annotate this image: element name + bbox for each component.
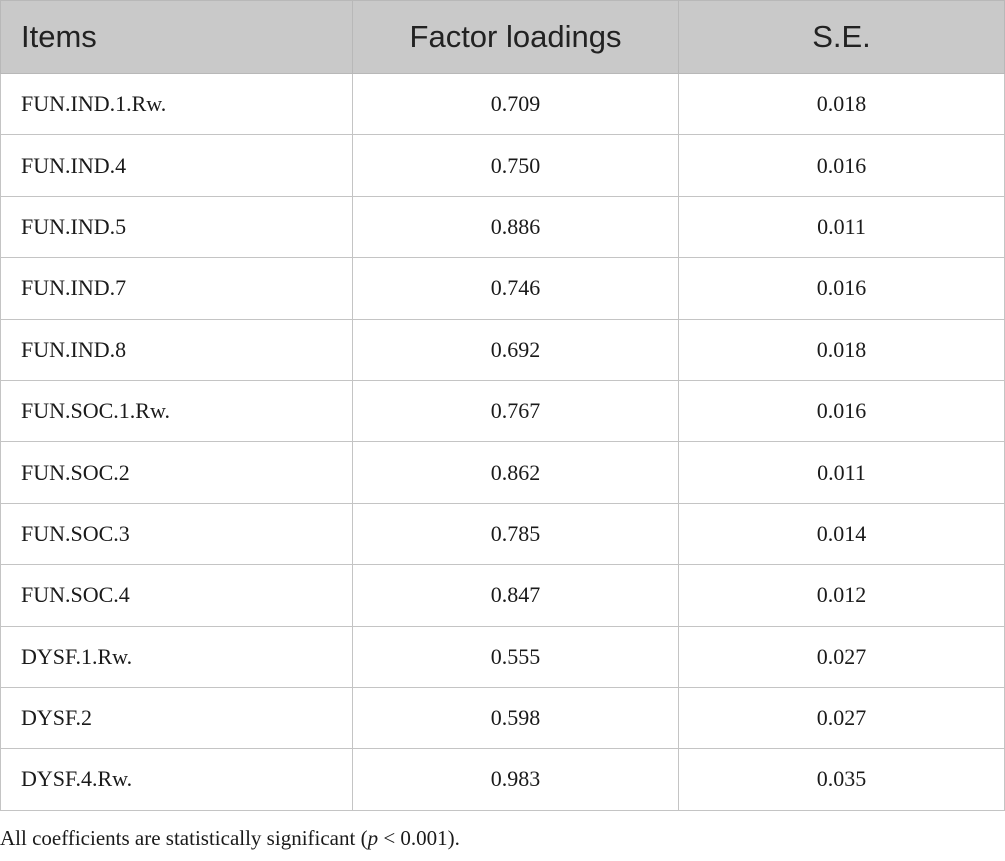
table-row: DYSF.4.Rw. 0.983 0.035 (0, 748, 1005, 811)
table-cell: 0.750 (352, 134, 679, 197)
footnote-text: < 0.001). (378, 826, 460, 850)
table-cell: 0.018 (678, 72, 1005, 136)
table-row: FUN.IND.5 0.886 0.011 (0, 195, 1005, 259)
table-cell: 0.014 (678, 502, 1005, 566)
table-cell: 0.035 (678, 748, 1005, 811)
table-cell: FUN.IND.4 (0, 134, 353, 197)
table-row: FUN.IND.1.Rw. 0.709 0.018 (0, 72, 1005, 136)
table-cell: 0.692 (352, 318, 679, 381)
table-cell: 0.016 (678, 379, 1005, 443)
table-row: FUN.SOC.4 0.847 0.012 (0, 564, 1005, 627)
table-cell: 0.598 (352, 686, 679, 750)
table-cell: 0.767 (352, 379, 679, 443)
table-cell: 0.016 (678, 134, 1005, 197)
footnote: All coefficients are statistically signi… (0, 826, 460, 851)
table-cell: FUN.SOC.1.Rw. (0, 379, 353, 443)
table-cell: FUN.IND.7 (0, 257, 353, 320)
table-cell: FUN.IND.1.Rw. (0, 72, 353, 136)
table-cell: FUN.SOC.2 (0, 441, 353, 504)
table-cell: 0.016 (678, 257, 1005, 320)
table-cell: FUN.IND.8 (0, 318, 353, 381)
table-cell: 0.862 (352, 441, 679, 504)
table-cell: DYSF.1.Rw. (0, 625, 353, 688)
header-cell: S.E. (678, 0, 1005, 74)
table-cell: 0.555 (352, 625, 679, 688)
table-cell: 0.709 (352, 72, 679, 136)
table-cell: 0.785 (352, 502, 679, 566)
table-row: FUN.SOC.3 0.785 0.014 (0, 502, 1005, 566)
footnote-text: All coefficients are statistically signi… (0, 826, 368, 850)
header-row: Items Factor loadings S.E. (0, 0, 1005, 74)
table-cell: 0.011 (678, 441, 1005, 504)
table-cell: DYSF.2 (0, 686, 353, 750)
table-body: FUN.IND.1.Rw. 0.709 0.018 FUN.IND.4 0.750 0.0… (0, 72, 1005, 811)
table-cell: 0.011 (678, 195, 1005, 259)
table-cell: 0.027 (678, 686, 1005, 750)
table-cell: FUN.SOC.4 (0, 564, 353, 627)
header-cell: Factor loadings (352, 0, 679, 74)
table-row: FUN.SOC.1.Rw. 0.767 0.016 (0, 379, 1005, 443)
table-row: FUN.SOC.2 0.862 0.011 (0, 441, 1005, 504)
data-table: Items Factor loadings S.E. FUN.IND.1.Rw. 0.… (0, 0, 1005, 811)
table-cell: 0.746 (352, 257, 679, 320)
table-cell: DYSF.4.Rw. (0, 748, 353, 811)
table-cell: FUN.SOC.3 (0, 502, 353, 566)
footnote-italic: p (367, 826, 379, 850)
table-row: FUN.IND.8 0.692 0.018 (0, 318, 1005, 381)
table-cell: 0.027 (678, 625, 1005, 688)
table-row: DYSF.2 0.598 0.027 (0, 686, 1005, 750)
table-cell: 0.012 (678, 564, 1005, 627)
table-cell: 0.847 (352, 564, 679, 627)
table-row: FUN.IND.4 0.750 0.016 (0, 134, 1005, 197)
table-cell: 0.018 (678, 318, 1005, 381)
table-row: FUN.IND.7 0.746 0.016 (0, 257, 1005, 320)
header-cell: Items (0, 0, 353, 74)
table-row: DYSF.1.Rw. 0.555 0.027 (0, 625, 1005, 688)
table-cell: FUN.IND.5 (0, 195, 353, 259)
table-cell: 0.983 (352, 748, 679, 811)
table-cell: 0.886 (352, 195, 679, 259)
